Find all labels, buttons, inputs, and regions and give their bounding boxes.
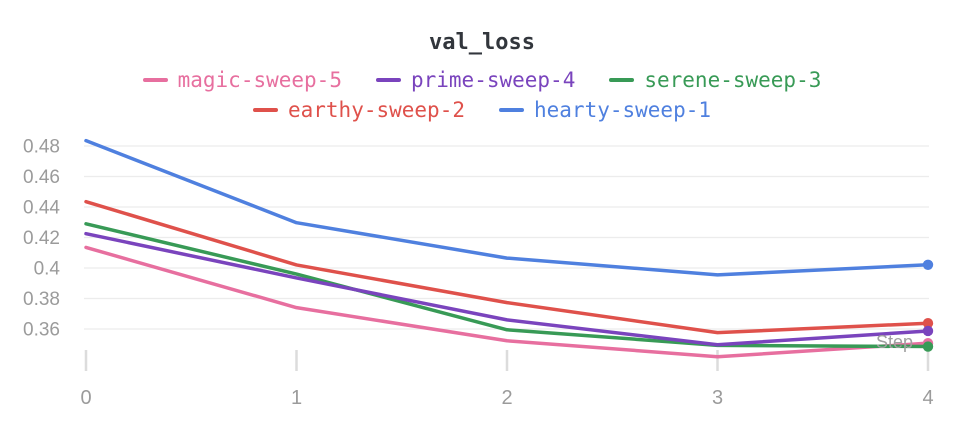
legend-label: magic-sweep-5: [177, 68, 342, 92]
series-line-earthy-sweep-2[interactable]: [84, 199, 930, 335]
legend-swatch-icon: [142, 77, 168, 83]
legend-item-prime-sweep-4[interactable]: prime-sweep-4: [375, 66, 576, 94]
series-line-serene-sweep-3[interactable]: [84, 222, 930, 349]
series-line-prime-sweep-4[interactable]: [84, 231, 930, 347]
y-tick-label: 0.38: [23, 289, 60, 310]
series-line-hearty-sweep-1[interactable]: [84, 138, 930, 277]
legend-label: serene-sweep-3: [644, 68, 822, 92]
legend-swatch-icon: [499, 107, 524, 113]
chart-title: val_loss: [429, 30, 535, 55]
y-tick-label: 0.4: [34, 259, 61, 280]
legend-swatch-icon: [375, 77, 401, 83]
series-endpoint-serene-sweep-3[interactable]: [922, 341, 934, 352]
legend-item-hearty-sweep-1[interactable]: hearty-sweep-1: [499, 96, 711, 124]
legend-item-serene-sweep-3[interactable]: serene-sweep-3: [609, 66, 821, 94]
legend-swatch-icon: [252, 107, 278, 113]
x-tick-label: 3: [712, 387, 723, 409]
series-line-magic-sweep-5[interactable]: [84, 245, 930, 359]
x-axis-label: Step: [876, 332, 913, 352]
legend-label: prime-sweep-4: [410, 68, 576, 92]
legend-label: hearty-sweep-1: [534, 98, 712, 122]
x-tick-label: 2: [501, 387, 512, 409]
legend-item-magic-sweep-5[interactable]: magic-sweep-5: [142, 66, 342, 94]
x-tick-label: 0: [80, 387, 91, 409]
legend-label: earthy-sweep-2: [287, 98, 465, 122]
x-tick-label: 4: [922, 387, 933, 409]
x-tick-label: 1: [291, 387, 302, 409]
y-tick-label: 0.48: [23, 137, 60, 158]
series-endpoint-hearty-sweep-1[interactable]: [922, 259, 934, 270]
y-tick-label: 0.42: [23, 228, 60, 249]
y-tick-label: 0.44: [23, 198, 60, 219]
legend: magic-sweep-5 prime-sweep-4 serene-sweep-3…: [0, 66, 964, 124]
y-tick-label: 0.46: [23, 167, 60, 188]
series-endpoint-earthy-sweep-2[interactable]: [922, 318, 934, 329]
legend-swatch-icon: [609, 77, 635, 83]
series-endpoint-prime-sweep-4[interactable]: [922, 325, 934, 337]
legend-item-earthy-sweep-2[interactable]: earthy-sweep-2: [252, 96, 465, 124]
y-tick-label: 0.36: [23, 320, 60, 341]
